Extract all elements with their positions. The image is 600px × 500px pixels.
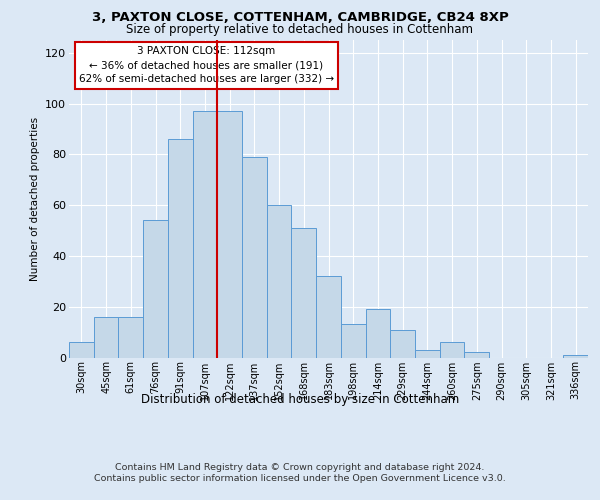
Text: 3, PAXTON CLOSE, COTTENHAM, CAMBRIDGE, CB24 8XP: 3, PAXTON CLOSE, COTTENHAM, CAMBRIDGE, C… [92, 11, 508, 24]
Bar [143, 220, 168, 358]
Bar [365, 309, 390, 358]
Bar [217, 111, 242, 358]
Text: 3 PAXTON CLOSE: 112sqm
← 36% of detached houses are smaller (191)
62% of semi-de: 3 PAXTON CLOSE: 112sqm ← 36% of detached… [79, 46, 334, 84]
Bar [341, 324, 365, 358]
Bar [316, 276, 341, 357]
Y-axis label: Number of detached properties: Number of detached properties [29, 116, 40, 281]
Bar [193, 111, 217, 358]
Bar [267, 205, 292, 358]
Bar [390, 330, 415, 357]
Text: Contains public sector information licensed under the Open Government Licence v3: Contains public sector information licen… [94, 474, 506, 483]
Bar [440, 342, 464, 357]
Bar [118, 317, 143, 358]
Bar [563, 355, 588, 358]
Bar [168, 139, 193, 358]
Text: Contains HM Land Registry data © Crown copyright and database right 2024.: Contains HM Land Registry data © Crown c… [115, 462, 485, 471]
Bar [69, 342, 94, 357]
Bar [242, 157, 267, 358]
Bar [292, 228, 316, 358]
Text: Distribution of detached houses by size in Cottenham: Distribution of detached houses by size … [141, 392, 459, 406]
Bar [94, 317, 118, 358]
Bar [464, 352, 489, 358]
Bar [415, 350, 440, 358]
Text: Size of property relative to detached houses in Cottenham: Size of property relative to detached ho… [127, 22, 473, 36]
